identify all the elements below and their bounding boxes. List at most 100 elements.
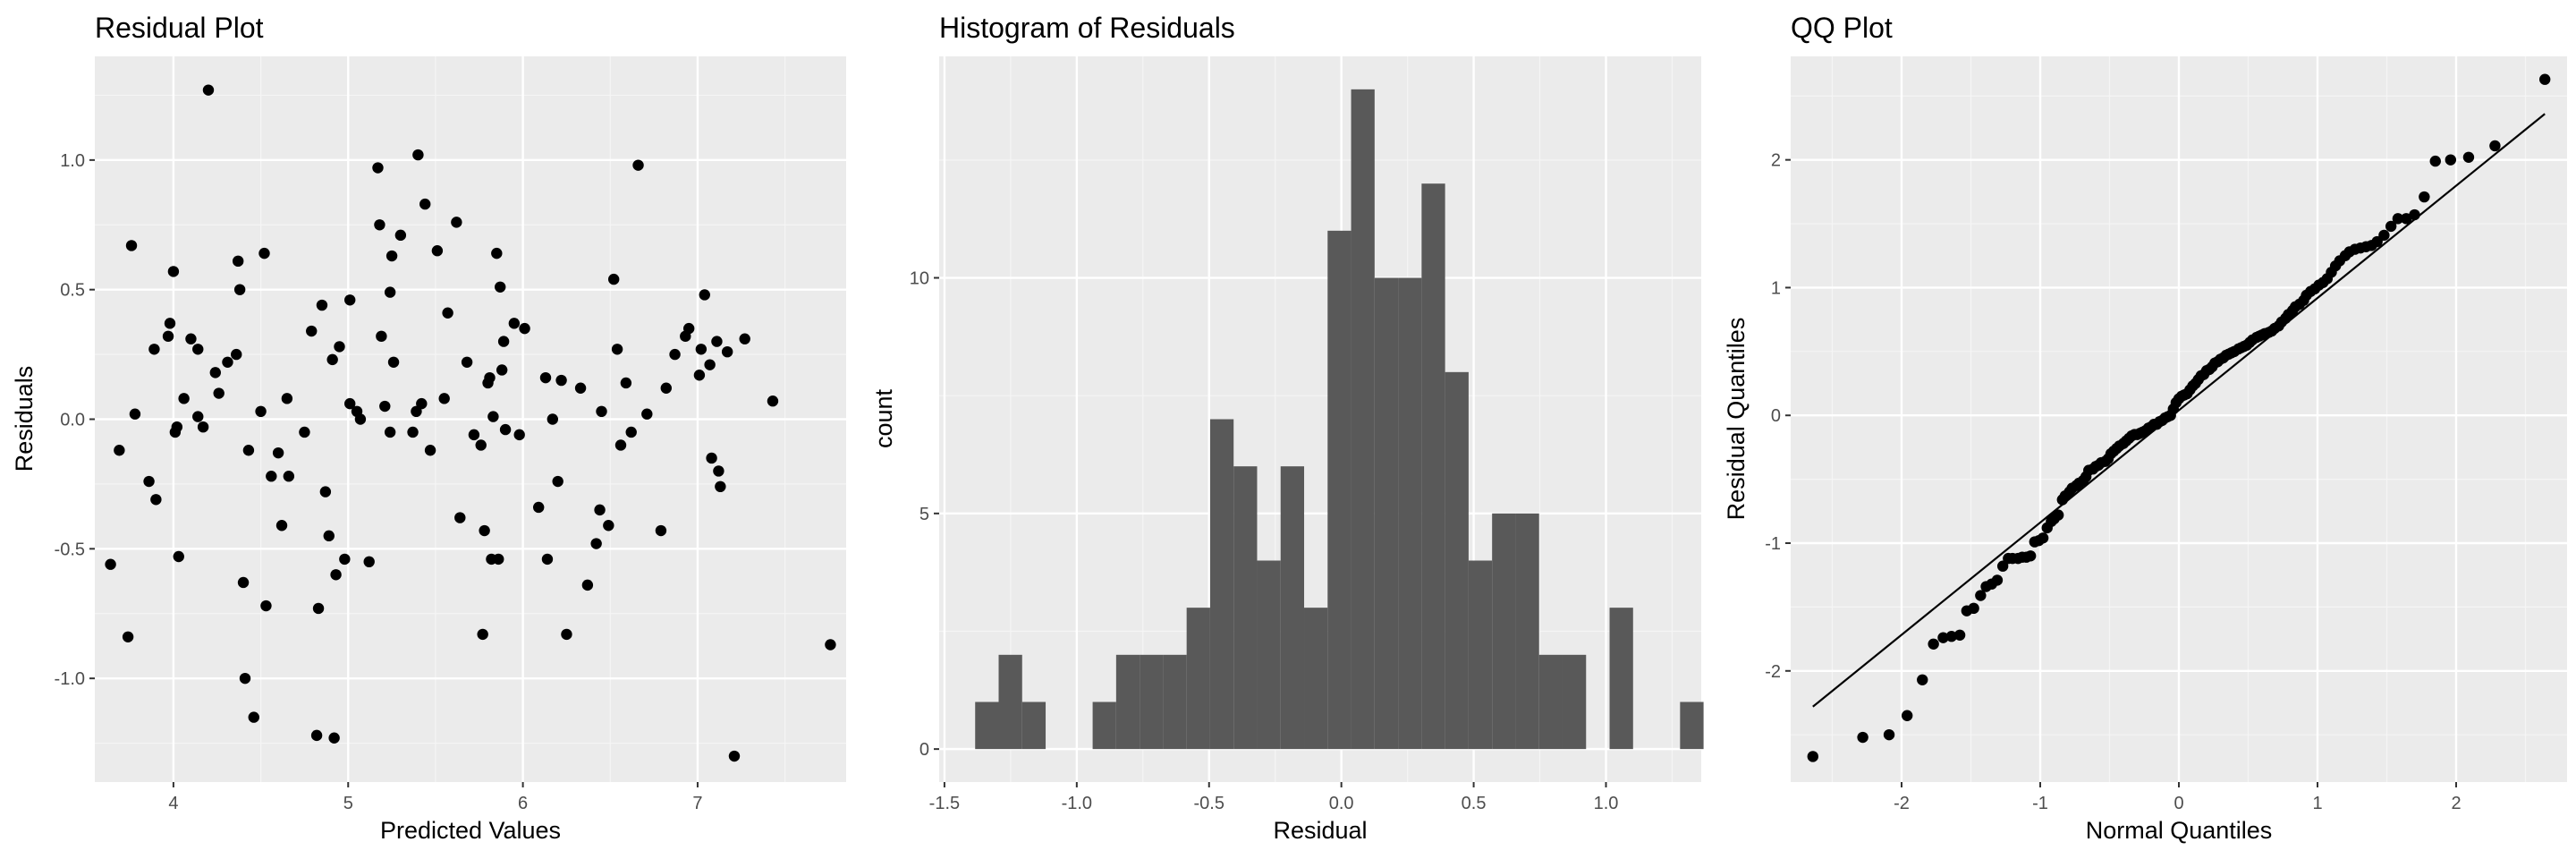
data-point <box>1968 602 1979 615</box>
data-point <box>372 162 384 174</box>
histogram-bar <box>1304 608 1328 750</box>
histogram-bar <box>1257 560 1281 750</box>
data-point <box>2445 154 2456 166</box>
data-point <box>233 284 246 295</box>
qq-plot-grid <box>1791 56 2567 782</box>
data-point <box>2037 532 2049 544</box>
histogram-bar <box>1115 654 1140 750</box>
y-tick-label: 0.0 <box>60 411 85 430</box>
data-point <box>715 481 726 493</box>
qq-plot-y-label: Residual Quantiles <box>1723 318 1750 521</box>
histogram-bar <box>1421 183 1445 750</box>
residual-plot-y-label: Residuals <box>11 366 38 472</box>
data-point <box>2489 140 2501 152</box>
data-point <box>150 494 162 506</box>
data-point <box>431 245 444 257</box>
data-point <box>614 439 627 451</box>
data-point <box>451 217 462 228</box>
data-point <box>202 84 215 96</box>
histogram-bar <box>1327 230 1352 750</box>
x-tick-label: 7 <box>692 794 702 813</box>
data-point <box>334 341 345 353</box>
data-point <box>374 219 386 231</box>
data-point <box>412 149 424 161</box>
residual-plot-x-label: Predicted Values <box>380 817 561 844</box>
data-point <box>167 266 180 277</box>
data-point <box>574 382 587 394</box>
data-point <box>2419 191 2430 203</box>
x-tick-label: 1 <box>2312 794 2322 813</box>
data-point <box>539 371 552 384</box>
qq-plot-x-label: Normal Quantiles <box>2086 817 2273 844</box>
data-point <box>316 299 328 311</box>
data-point <box>721 345 733 358</box>
data-point <box>461 356 473 368</box>
histogram-axes: -1.5 -1.0 -0.5 0.0 0.5 1.0 0 5 10 <box>910 269 1619 813</box>
data-point <box>2378 229 2390 242</box>
histogram-bar <box>1515 513 1539 750</box>
histogram-bar <box>1280 466 1305 750</box>
data-point <box>328 732 340 744</box>
data-point <box>248 711 259 723</box>
data-point <box>728 750 741 762</box>
data-point <box>499 423 512 436</box>
data-point <box>1902 710 1913 721</box>
histogram-panel: Histogram of Residuals -1.5 -1.0 -0.5 0.0 0.… <box>870 12 1704 844</box>
x-tick-label: -1.5 <box>929 794 960 813</box>
data-point <box>1807 751 1819 762</box>
data-point <box>363 556 375 568</box>
data-point <box>255 405 267 418</box>
data-point <box>213 387 225 399</box>
data-point <box>711 336 723 347</box>
data-point <box>173 550 184 563</box>
data-point <box>424 445 436 456</box>
data-point <box>468 429 480 441</box>
data-point <box>555 374 567 387</box>
data-point <box>379 400 391 412</box>
histogram-bar <box>975 702 999 750</box>
data-point <box>242 445 255 456</box>
data-point <box>209 367 221 378</box>
data-point <box>275 520 288 532</box>
data-point <box>596 405 607 418</box>
y-tick-label: 5 <box>919 505 929 524</box>
x-tick-label: 5 <box>343 794 353 813</box>
histogram-bar <box>1492 513 1516 750</box>
data-point <box>581 579 594 591</box>
histogram-bar <box>1209 419 1234 750</box>
residual-plot-grid <box>95 56 846 782</box>
data-point <box>607 273 620 285</box>
data-point <box>487 411 499 422</box>
data-point <box>1996 560 2009 572</box>
data-point <box>477 628 488 641</box>
data-point <box>496 364 508 376</box>
data-point <box>704 359 716 370</box>
histogram-bar <box>1562 654 1587 750</box>
histogram-bar <box>1398 277 1422 750</box>
data-point <box>669 348 681 361</box>
qq-reference-line <box>1812 113 2546 708</box>
data-point <box>312 602 325 615</box>
data-point <box>513 429 525 441</box>
data-point <box>479 524 490 537</box>
data-point <box>561 628 572 641</box>
data-point <box>660 382 672 394</box>
histogram-bar <box>1163 654 1187 750</box>
data-point <box>419 198 431 210</box>
data-point <box>272 447 284 459</box>
y-tick-label: -1.0 <box>55 669 85 689</box>
data-point <box>695 344 708 355</box>
data-point <box>547 413 559 425</box>
data-point <box>541 553 554 566</box>
y-tick-label: 1.0 <box>60 151 85 171</box>
histogram-bar <box>1445 371 1469 750</box>
data-point <box>484 371 496 384</box>
data-point <box>590 538 602 549</box>
x-tick-label: -1 <box>2032 794 2048 813</box>
data-point <box>105 558 116 570</box>
data-point <box>767 395 779 407</box>
data-point <box>192 344 204 355</box>
data-point <box>495 281 506 293</box>
data-point <box>641 408 653 420</box>
